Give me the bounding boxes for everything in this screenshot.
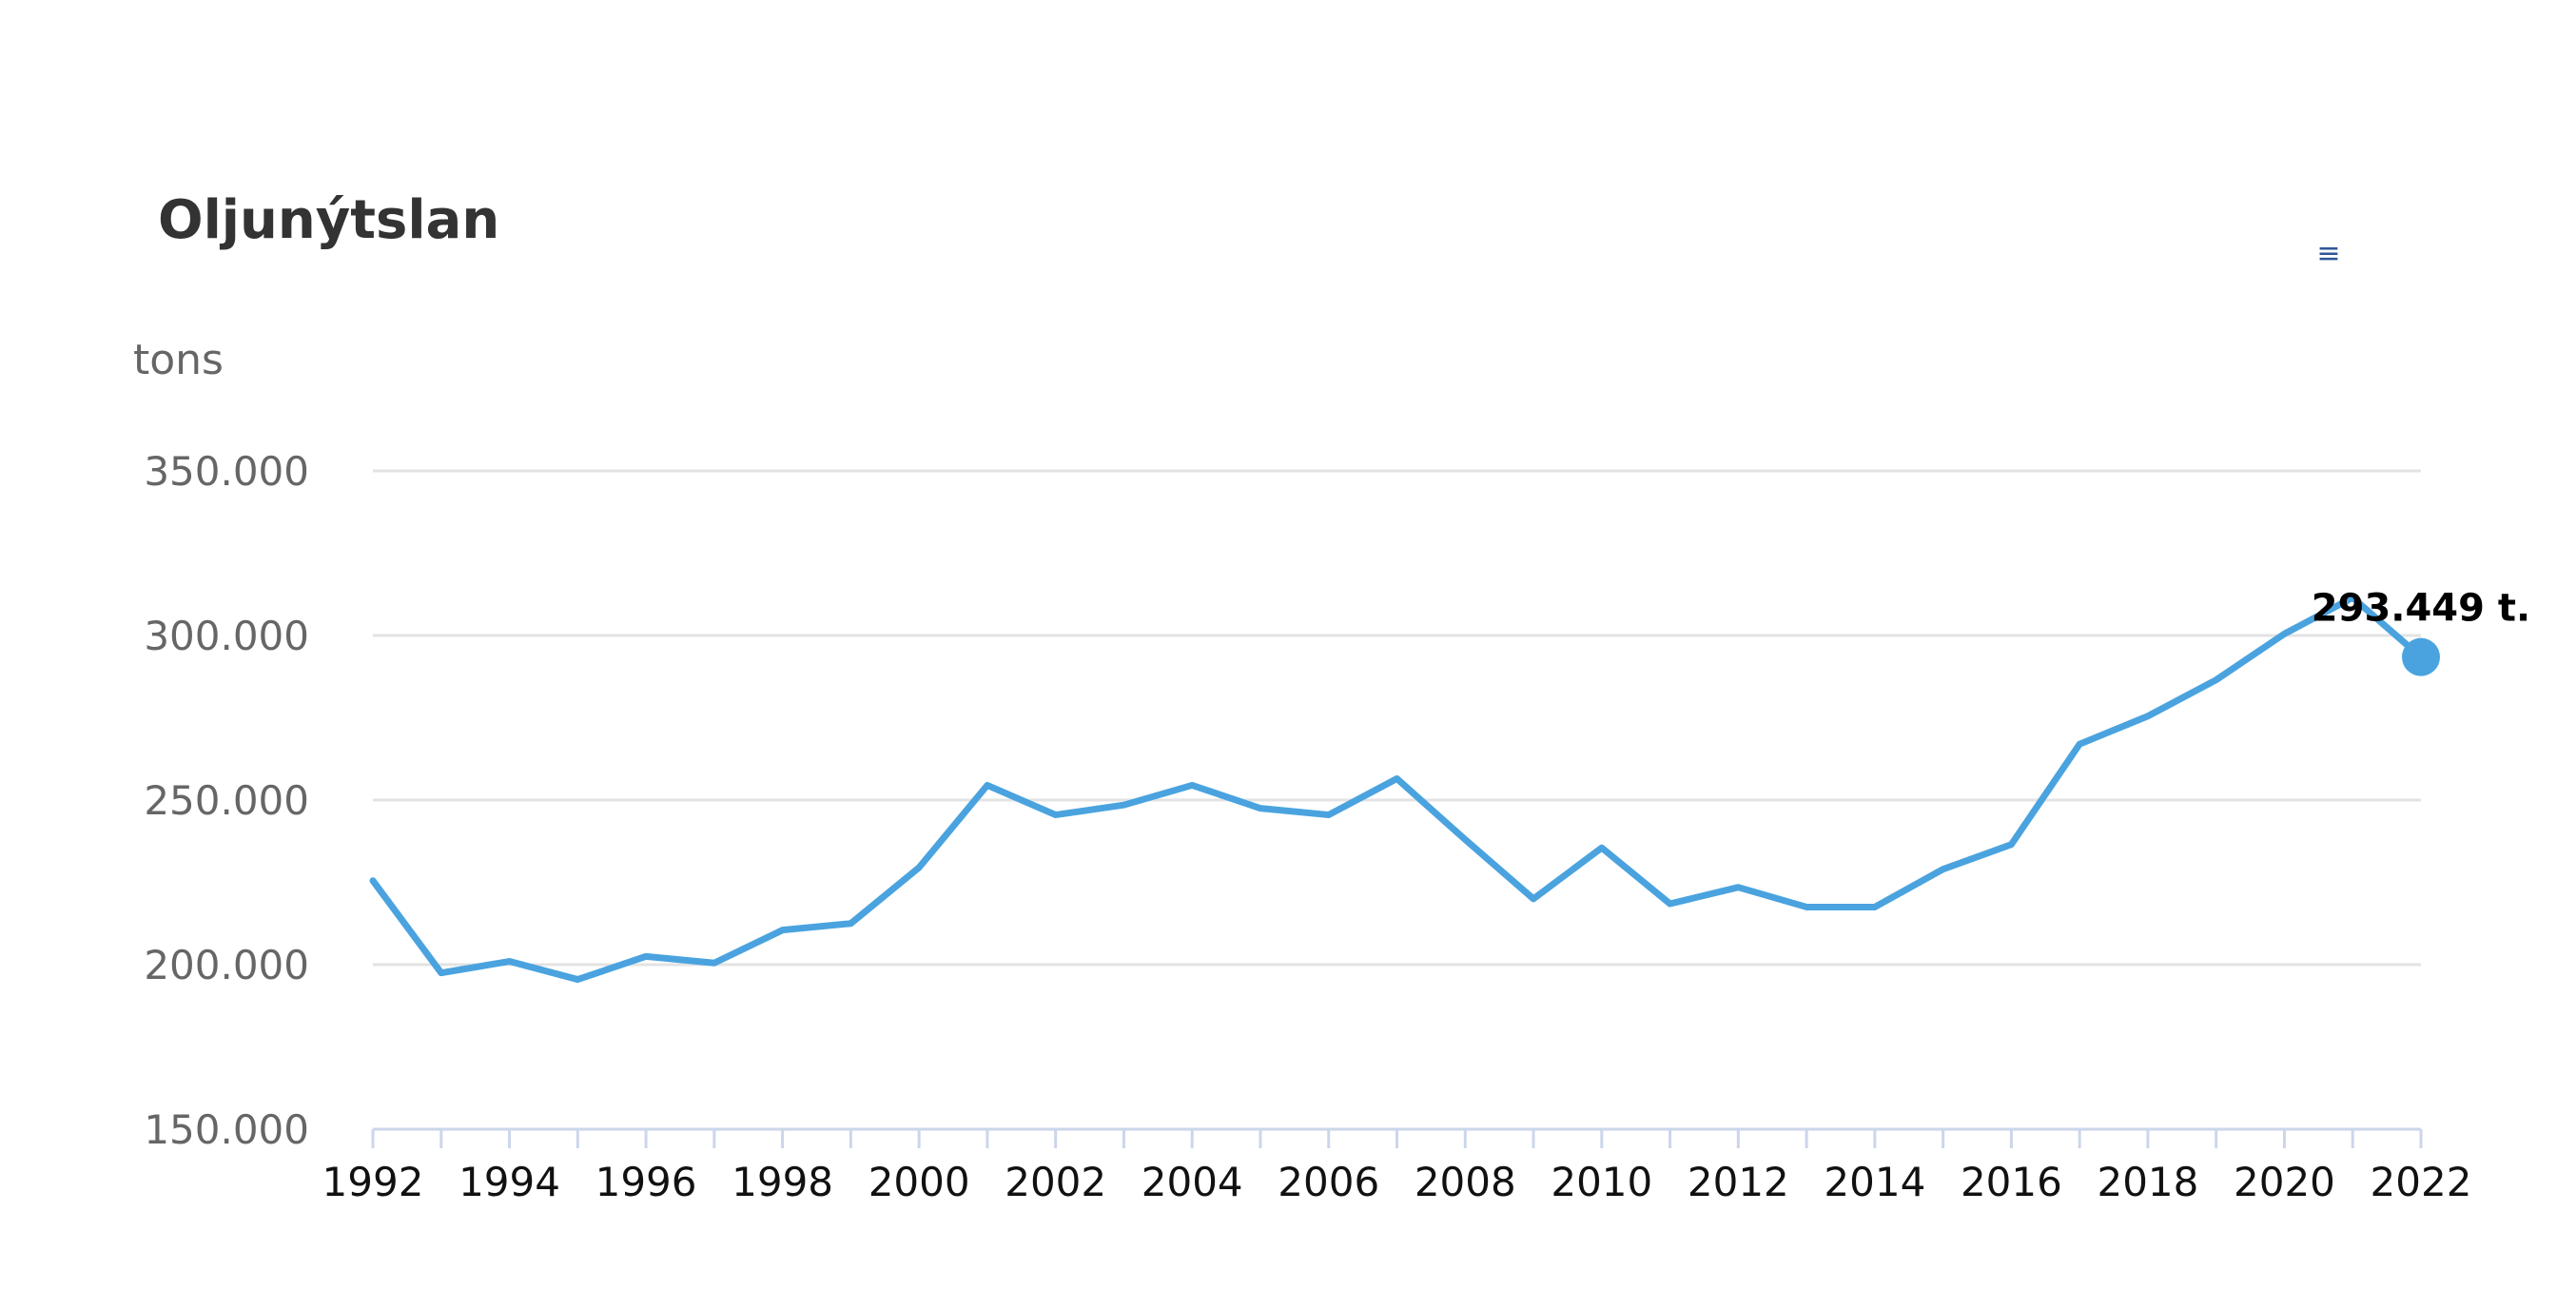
data-point-marker <box>2402 637 2440 676</box>
x-tick-label: 1992 <box>322 1159 424 1205</box>
chart-title: Oljunýtslan <box>158 189 499 251</box>
x-tick-label: 1994 <box>459 1159 560 1205</box>
x-tick-label: 2006 <box>1278 1159 1379 1205</box>
series-line <box>369 594 2425 984</box>
hamburger-menu-icon[interactable]: ≡ <box>2316 237 2340 270</box>
x-tick-label: 2004 <box>1142 1159 1243 1205</box>
series-layer <box>369 594 2425 984</box>
x-tick-label: 1998 <box>732 1159 833 1205</box>
y-tick-label: 150.000 <box>144 1106 309 1153</box>
x-tick-label: 2000 <box>868 1159 970 1205</box>
x-tick-label: 2016 <box>1961 1159 2062 1205</box>
x-tick-label: 2014 <box>1824 1159 1925 1205</box>
annotation-layer: 293.449 t. <box>2312 587 2530 676</box>
x-axis: 1992 1994 1996 1998 2000 2002 2004 2006 2008 2010… <box>322 1127 2472 1205</box>
y-tick-label: 350.000 <box>144 448 309 495</box>
x-tick-label: 2018 <box>2097 1159 2198 1205</box>
x-tick-label: 1996 <box>595 1159 697 1205</box>
y-tick-label: 300.000 <box>144 613 309 659</box>
y-axis-unit-label: tons <box>133 336 224 384</box>
x-tick-label: 2022 <box>2371 1159 2472 1205</box>
x-tick-label: 2020 <box>2234 1159 2335 1205</box>
x-tick-label: 2010 <box>1551 1159 1652 1205</box>
gridlines <box>373 469 2421 967</box>
y-axis-ticks: 150.000 200.000 250.000 300.000 350.000 <box>144 448 309 1153</box>
y-tick-label: 200.000 <box>144 942 309 988</box>
data-label: 293.449 t. <box>2312 587 2530 631</box>
y-tick-label: 250.000 <box>144 777 309 824</box>
x-tick-label: 2002 <box>1005 1159 1106 1205</box>
x-tick-label: 2008 <box>1415 1159 1516 1205</box>
x-tick-label: 2012 <box>1688 1159 1789 1205</box>
